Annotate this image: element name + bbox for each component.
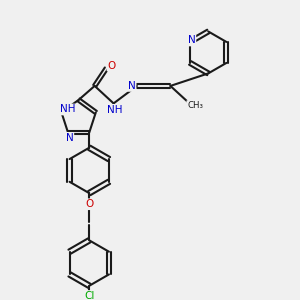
Text: CH₃: CH₃ bbox=[187, 101, 203, 110]
Text: Cl: Cl bbox=[84, 291, 94, 300]
Text: N: N bbox=[66, 133, 74, 143]
Text: NH: NH bbox=[59, 104, 75, 115]
Text: O: O bbox=[85, 199, 93, 209]
Text: N: N bbox=[128, 81, 136, 91]
Text: N: N bbox=[188, 35, 195, 46]
Text: O: O bbox=[107, 61, 116, 70]
Text: NH: NH bbox=[107, 105, 123, 115]
